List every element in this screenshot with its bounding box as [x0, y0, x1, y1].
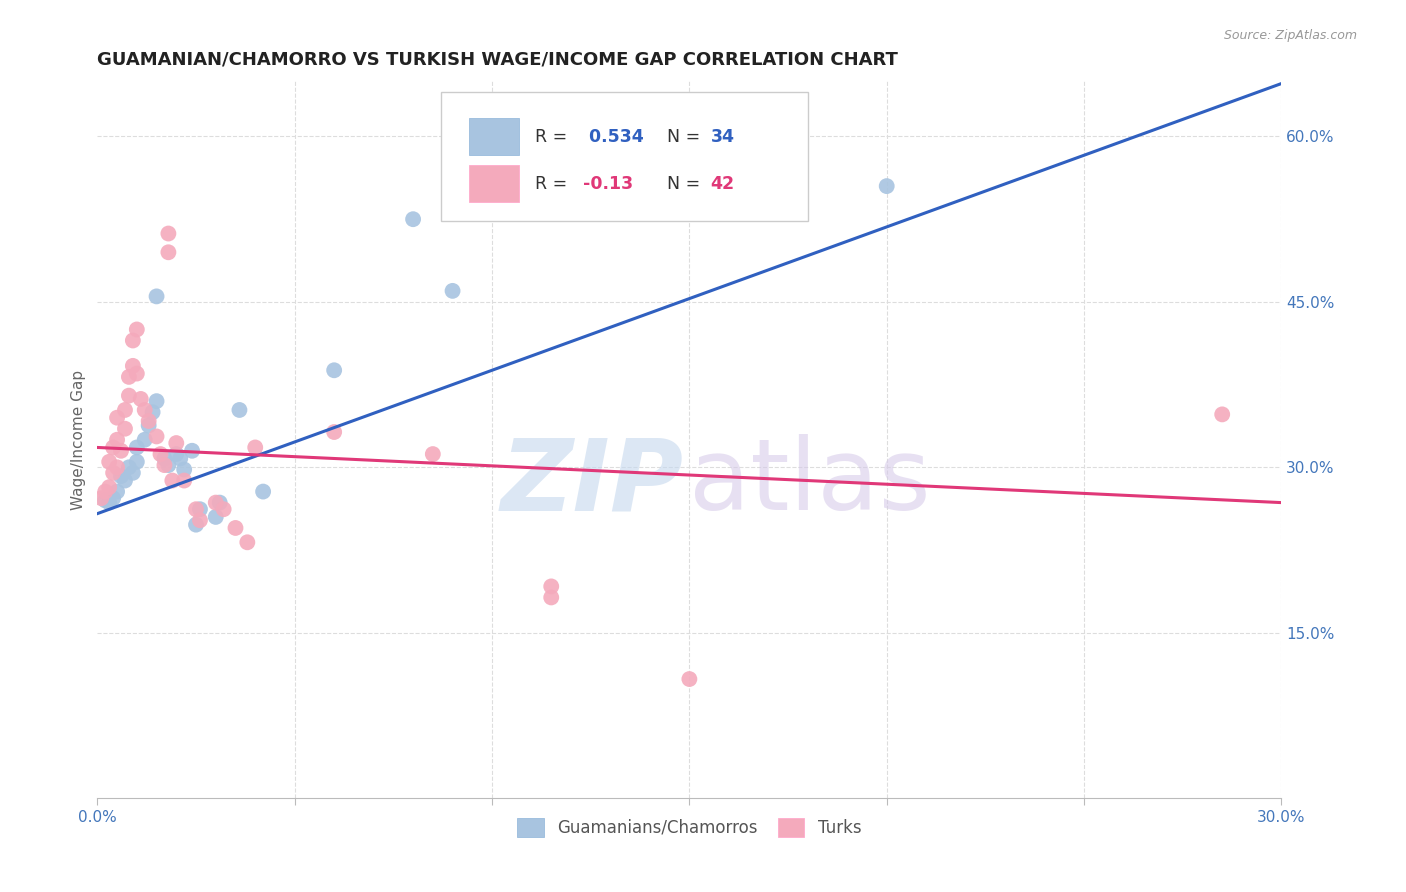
Point [134, 403, 156, 417]
Point [776, 201, 799, 215]
Text: GUAMANIAN/CHAMORRO VS TURKISH WAGE/INCOME GAP CORRELATION CHART: GUAMANIAN/CHAMORRO VS TURKISH WAGE/INCOM… [97, 51, 898, 69]
Point [142, 405, 165, 419]
Point [236, 535, 259, 549]
FancyBboxPatch shape [470, 165, 519, 202]
Point [145, 394, 167, 409]
Point [114, 474, 136, 488]
Point [105, 410, 128, 425]
Text: R =: R = [536, 175, 574, 193]
Point [105, 460, 128, 475]
Point [114, 403, 136, 417]
Point [110, 443, 132, 458]
Point [122, 359, 145, 373]
Point [98, 480, 121, 494]
Point [118, 460, 141, 475]
Point [165, 436, 187, 450]
Point [402, 212, 425, 227]
Point [94, 484, 117, 499]
Text: atlas: atlas [689, 434, 931, 532]
Point [105, 433, 128, 447]
Point [114, 422, 136, 436]
Point [118, 389, 141, 403]
FancyBboxPatch shape [440, 92, 808, 221]
Point [98, 455, 121, 469]
Point [169, 451, 191, 466]
Point [153, 451, 176, 466]
Point [94, 493, 117, 508]
Point [323, 425, 346, 439]
Point [122, 466, 145, 480]
Point [188, 513, 211, 527]
Point [441, 284, 464, 298]
Point [157, 458, 180, 472]
Point [540, 579, 562, 593]
Point [125, 441, 148, 455]
Point [110, 469, 132, 483]
Point [540, 195, 562, 210]
Point [422, 447, 444, 461]
Text: 0.534: 0.534 [583, 128, 644, 145]
Point [188, 502, 211, 516]
Point [129, 392, 152, 406]
Point [252, 484, 274, 499]
Point [125, 455, 148, 469]
Point [145, 289, 167, 303]
Point [162, 474, 184, 488]
Point [208, 495, 231, 509]
Text: ZIP: ZIP [501, 434, 683, 532]
Point [173, 462, 195, 476]
Text: R =: R = [536, 128, 574, 145]
Point [125, 367, 148, 381]
Point [153, 458, 176, 472]
Text: -0.13: -0.13 [583, 175, 633, 193]
Point [105, 484, 128, 499]
Point [118, 370, 141, 384]
Point [98, 495, 121, 509]
Point [540, 591, 562, 605]
Point [560, 186, 582, 201]
Point [165, 447, 187, 461]
Point [224, 521, 246, 535]
Point [138, 418, 160, 433]
Point [122, 334, 145, 348]
Point [125, 322, 148, 336]
Point [157, 227, 180, 241]
Point [212, 502, 235, 516]
Point [678, 672, 700, 686]
Point [323, 363, 346, 377]
Y-axis label: Wage/Income Gap: Wage/Income Gap [72, 369, 86, 510]
Point [181, 443, 204, 458]
Point [173, 474, 195, 488]
Legend: Guamanians/Chamorros, Turks: Guamanians/Chamorros, Turks [510, 811, 868, 844]
Point [157, 245, 180, 260]
Point [138, 414, 160, 428]
Point [90, 491, 112, 506]
Point [228, 403, 250, 417]
Point [145, 429, 167, 443]
Text: N =: N = [657, 128, 706, 145]
FancyBboxPatch shape [470, 118, 519, 155]
Point [1211, 408, 1233, 422]
Point [876, 179, 898, 194]
Point [101, 491, 124, 506]
Text: 34: 34 [710, 128, 735, 145]
Text: Source: ZipAtlas.com: Source: ZipAtlas.com [1223, 29, 1357, 43]
Text: N =: N = [657, 175, 706, 193]
Point [101, 441, 124, 455]
Point [245, 441, 267, 455]
Point [184, 517, 207, 532]
Point [101, 466, 124, 480]
Point [134, 433, 156, 447]
Point [149, 447, 172, 461]
Point [184, 502, 207, 516]
Point [204, 510, 226, 524]
Point [204, 495, 226, 509]
Text: 42: 42 [710, 175, 735, 193]
